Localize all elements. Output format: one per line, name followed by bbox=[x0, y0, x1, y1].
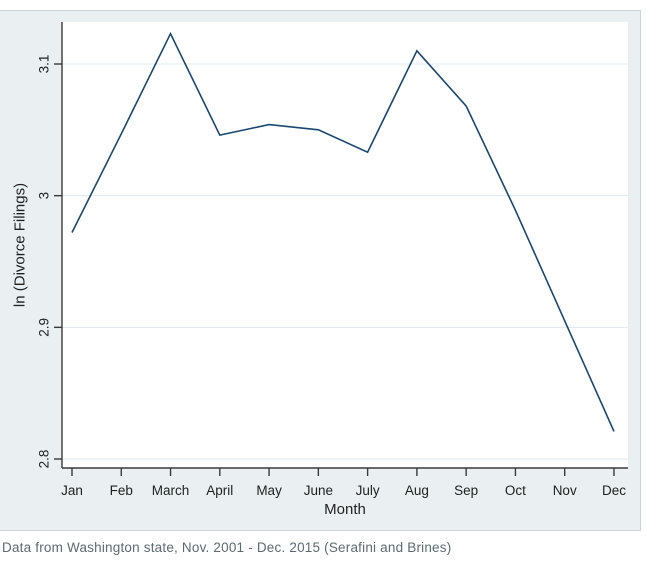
x-tick-label: April bbox=[206, 483, 233, 498]
x-tick-label: Sep bbox=[454, 483, 478, 498]
y-tick-label: 2.9 bbox=[37, 318, 52, 337]
plot-area bbox=[62, 22, 628, 468]
x-tick-label: March bbox=[152, 483, 190, 498]
x-tick-label: Aug bbox=[405, 483, 429, 498]
y-tick-label: 3 bbox=[37, 192, 52, 200]
x-tick-label: Jan bbox=[61, 483, 83, 498]
chart-panel: 2.8 2.9 3 3.1 Jan Feb March April May June July Aug… bbox=[0, 10, 641, 531]
x-axis-title: Month bbox=[324, 501, 366, 518]
x-tick-label: May bbox=[256, 483, 282, 498]
data-line-divorce-filings bbox=[71, 31, 615, 432]
x-tick-label: Oct bbox=[505, 483, 526, 498]
x-tick-label: Feb bbox=[110, 483, 133, 498]
x-tick-label: July bbox=[356, 483, 380, 498]
y-axis-title: ln (Divorce Filings) bbox=[12, 183, 29, 307]
y-tick-label: 2.8 bbox=[37, 450, 52, 469]
x-tick-label: June bbox=[304, 483, 333, 498]
y-tick-label: 3.1 bbox=[37, 55, 52, 74]
divorce-filings-line-chart: 2.8 2.9 3 3.1 Jan Feb March April May June July Aug… bbox=[12, 22, 628, 518]
chart-caption: Data from Washington state, Nov. 2001 - … bbox=[2, 540, 452, 555]
x-tick-label: Dec bbox=[602, 483, 626, 498]
x-tick-label: Nov bbox=[553, 483, 577, 498]
